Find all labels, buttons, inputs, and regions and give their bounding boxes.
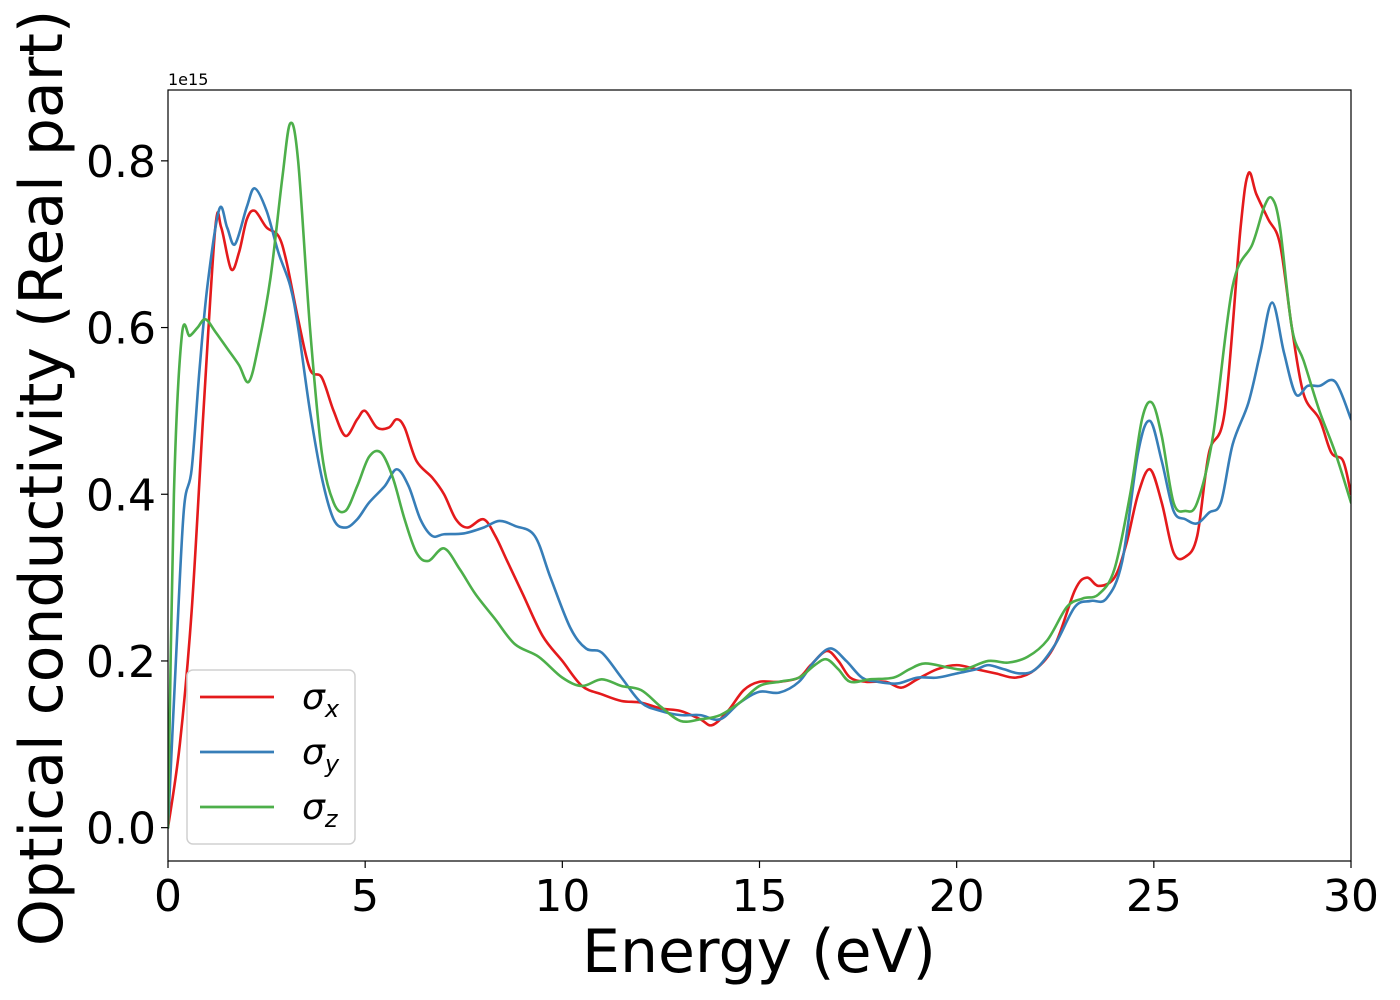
y-axis-label: Optical conductivity (Real part) xyxy=(7,10,77,947)
legend-subscript: z xyxy=(324,805,339,833)
x-tick-label: 25 xyxy=(1126,871,1182,922)
y-offset-label: 1e15 xyxy=(168,70,208,89)
y-tick-label: 0.2 xyxy=(86,637,156,688)
y-axis: 0.0 0.2 0.4 0.6 0.8 xyxy=(86,137,168,855)
legend-label-y: σy xyxy=(302,732,340,778)
x-tick-label: 20 xyxy=(929,871,985,922)
x-axis-label: Energy (eV) xyxy=(582,917,936,987)
y-tick-label: 0.4 xyxy=(86,470,156,521)
legend-box xyxy=(186,669,356,845)
y-tick-label: 0.0 xyxy=(86,804,156,855)
legend-label-x: σx xyxy=(302,677,340,723)
plot-area xyxy=(167,89,1352,862)
legend-symbol: σ xyxy=(302,677,326,718)
legend-subscript: x xyxy=(324,695,340,723)
legend-symbol: σ xyxy=(302,787,326,828)
x-axis: 0 5 10 15 20 25 30 xyxy=(154,861,1379,922)
x-tick-label: 0 xyxy=(154,871,182,922)
series-layer xyxy=(168,121,1351,829)
x-tick-label: 5 xyxy=(351,871,379,922)
y-tick-label: 0.6 xyxy=(86,304,156,355)
legend-subscript: y xyxy=(324,750,340,778)
x-tick-label: 30 xyxy=(1323,871,1379,922)
series-line-z xyxy=(168,121,1351,829)
series-line-y xyxy=(168,187,1351,829)
legend-label-z: σz xyxy=(302,787,339,833)
legend-symbol: σ xyxy=(302,732,326,773)
y-tick-label: 0.8 xyxy=(86,137,156,188)
x-tick-label: 10 xyxy=(534,871,590,922)
x-tick-label: 15 xyxy=(732,871,788,922)
